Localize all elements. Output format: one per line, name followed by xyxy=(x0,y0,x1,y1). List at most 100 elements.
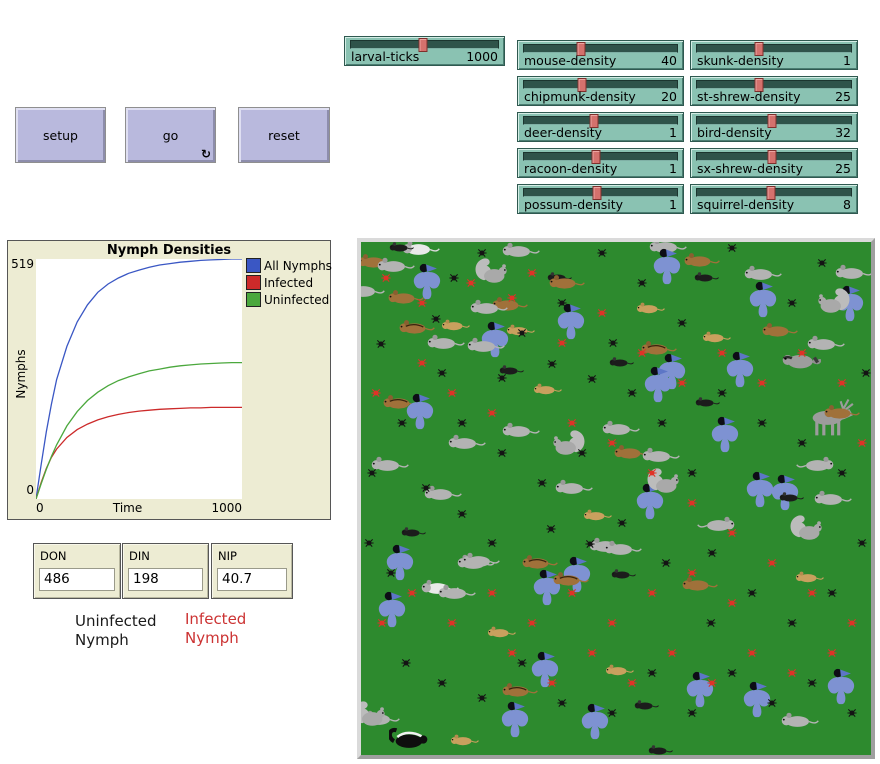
sprite-tick_r xyxy=(647,588,658,599)
slider-track[interactable] xyxy=(696,42,852,56)
sprite-shrew xyxy=(608,356,634,368)
slider-label: chipmunk-density xyxy=(524,89,636,104)
slider-track[interactable] xyxy=(523,150,678,164)
sprite-bird xyxy=(707,415,743,455)
go-button[interactable]: go ↻ xyxy=(125,107,216,163)
sprite-tick_b xyxy=(546,524,557,535)
slider-deer-density[interactable]: deer-density 1 xyxy=(517,112,684,142)
sprite-tick_b xyxy=(857,538,868,549)
slider-track[interactable] xyxy=(350,38,499,52)
sprite-tick_b xyxy=(477,248,488,259)
sprite-squirrel xyxy=(553,427,587,458)
sprite-shrew xyxy=(400,526,426,538)
sprite-tick_r xyxy=(527,618,538,629)
sprite-chipmunk xyxy=(397,318,435,336)
slider-track[interactable] xyxy=(523,78,678,92)
slider-thumb[interactable] xyxy=(589,114,599,128)
sprite-tick_b xyxy=(587,374,598,385)
slider-track[interactable] xyxy=(523,42,678,56)
slider-mouse-density[interactable]: mouse-density 40 xyxy=(517,40,684,70)
legend-swatch-infected xyxy=(246,275,261,290)
slider-racoon-density[interactable]: racoon-density 1 xyxy=(517,148,684,178)
sprite-squirrel xyxy=(818,285,852,316)
sprite-mouse_g xyxy=(446,433,486,451)
slider-thumb[interactable] xyxy=(767,114,777,128)
slider-thumb[interactable] xyxy=(591,150,601,164)
slider-bird-density[interactable]: bird-density 32 xyxy=(690,112,858,142)
slider-track[interactable] xyxy=(696,78,852,92)
world-view[interactable] xyxy=(357,238,875,759)
note-line: Nymph xyxy=(185,629,239,647)
sprite-tick_b xyxy=(627,388,638,399)
slider-thumb[interactable] xyxy=(592,186,602,200)
sprite-skunk xyxy=(389,725,429,750)
go-button-label: go xyxy=(162,127,179,143)
sprite-mouse_g xyxy=(647,242,687,255)
sprite-tick_r xyxy=(527,268,538,279)
slider-value: 20 xyxy=(661,89,677,104)
sprite-tick_r xyxy=(466,278,477,289)
sprite-tick_b xyxy=(517,658,528,669)
sprite-bird xyxy=(553,302,589,342)
legend-label: All Nymphs xyxy=(264,258,332,273)
sprite-tick_r xyxy=(857,438,868,449)
sprite-tick_r xyxy=(567,418,578,429)
sprite-bird xyxy=(477,320,513,360)
slider-larval-ticks[interactable]: larval-ticks 1000 xyxy=(344,36,505,66)
sprite-tick_b xyxy=(437,678,448,689)
slider-thumb[interactable] xyxy=(754,78,764,92)
sprite-tick_r xyxy=(487,408,498,419)
slider-thumb[interactable] xyxy=(577,78,587,92)
slider-track[interactable] xyxy=(696,186,852,200)
sprite-mouse_t xyxy=(794,570,824,584)
sprite-tick_b xyxy=(437,368,448,379)
sprite-tick_r xyxy=(627,678,638,689)
slider-track[interactable] xyxy=(523,114,678,128)
sprite-bird xyxy=(374,590,410,630)
sprite-tick_b xyxy=(727,243,738,254)
sprite-tick_b xyxy=(386,568,397,579)
sprite-mouse_t xyxy=(582,508,612,522)
sprite-tick_b xyxy=(376,339,387,350)
reset-button[interactable]: reset xyxy=(238,107,330,163)
slider-sx-shrew-density[interactable]: sx-shrew-density 25 xyxy=(690,148,858,178)
sprite-tick_b xyxy=(797,438,808,449)
sprite-tick_b xyxy=(847,708,858,719)
sprite-tick_r xyxy=(637,348,648,359)
slider-skunk-density[interactable]: skunk-density 1 xyxy=(690,40,858,70)
sprite-mouse_g xyxy=(553,478,593,496)
slider-thumb[interactable] xyxy=(754,42,764,56)
setup-button[interactable]: setup xyxy=(15,107,106,163)
sprite-tick_r xyxy=(377,618,388,629)
slider-thumb[interactable] xyxy=(418,38,428,52)
slider-track[interactable] xyxy=(696,150,852,164)
sprite-tick_b xyxy=(727,668,738,679)
slider-value: 40 xyxy=(661,53,677,68)
sprite-mouse_t xyxy=(449,733,479,747)
slider-thumb[interactable] xyxy=(767,150,777,164)
sprite-mouse_b xyxy=(822,403,860,421)
slider-track[interactable] xyxy=(696,114,852,128)
slider-chipmunk-density[interactable]: chipmunk-density 20 xyxy=(517,76,684,106)
slider-squirrel-density[interactable]: squirrel-density 8 xyxy=(690,184,858,214)
slider-possum-density[interactable]: possum-density 1 xyxy=(517,184,684,214)
sprite-squirrel xyxy=(361,698,385,729)
slider-st-shrew-density[interactable]: st-shrew-density 25 xyxy=(690,76,858,106)
slider-value: 8 xyxy=(843,197,851,212)
sprite-mouse_g xyxy=(500,421,540,439)
sprite-mouse_g xyxy=(600,419,640,437)
sprite-tick_r xyxy=(597,308,608,319)
slider-thumb[interactable] xyxy=(766,186,776,200)
sprite-mouse_t xyxy=(486,625,516,639)
sprite-tick_b xyxy=(367,468,378,479)
sprite-mouse_b xyxy=(547,273,585,291)
plot-legend: All Nymphs Infected Uninfected xyxy=(246,257,332,308)
sprite-bird xyxy=(382,543,418,583)
sprite-tick_b xyxy=(706,618,717,629)
sprite-tick_b xyxy=(767,698,778,709)
sprite-tick_r xyxy=(707,678,718,689)
slider-track[interactable] xyxy=(523,186,678,200)
sprite-chipmunk xyxy=(381,393,419,411)
slider-thumb[interactable] xyxy=(576,42,586,56)
